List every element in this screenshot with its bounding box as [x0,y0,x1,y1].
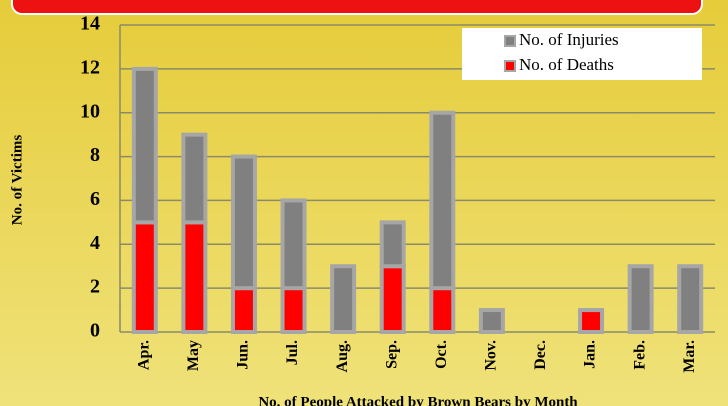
bar-segment [181,220,208,335]
y-axis-label: No. of Victims [9,135,25,226]
x-tick-label: Mar. [681,340,698,373]
legend-label: No. of Injuries [519,30,619,49]
bar-segment [429,110,456,291]
y-tick-label: 0 [90,320,100,342]
bar-segment [280,286,307,334]
x-tick-label: Nov. [483,340,500,371]
bar-segment [478,308,505,335]
legend-swatch [504,35,516,47]
x-tick-label: Feb. [631,340,648,370]
y-tick-label: 12 [80,56,100,78]
bar-segment [379,264,406,335]
bar-segment [429,286,456,334]
x-tick-label: Jul. [284,340,301,365]
bar-segment [131,220,158,335]
x-tick-label: Dec. [532,340,549,370]
bar-segment [627,264,654,335]
bar-segment [131,66,158,225]
y-tick-label: 4 [90,232,100,254]
bar-segment [330,264,357,335]
y-tick-label: 2 [90,276,100,298]
bar-segment [379,220,406,269]
bar-segment [677,264,704,335]
x-axis-label: No. of People Attacked by Brown Bears by… [258,394,578,406]
bar-segment [230,286,257,334]
x-tick-label: May [185,340,202,371]
y-tick-label: 6 [90,188,100,210]
x-tick-label: Apr. [135,340,152,370]
y-tick-label: 10 [80,100,100,122]
x-tick-label: Sep. [383,340,400,369]
legend-label: No. of Deaths [519,55,614,74]
legend-swatch [504,60,516,72]
bar-segment [578,308,605,335]
bar-segment [280,198,307,291]
x-tick-label: Jan. [582,340,599,369]
y-tick-label: 8 [90,144,100,166]
bar-segment [230,154,257,291]
x-tick-label: Aug. [334,340,351,372]
x-tick-label: Jun. [235,340,252,370]
bar-segment [181,132,208,225]
banner [11,0,703,15]
x-tick-label: Oct. [433,340,450,369]
legend-box [462,28,702,80]
y-tick-label: 14 [80,13,100,35]
